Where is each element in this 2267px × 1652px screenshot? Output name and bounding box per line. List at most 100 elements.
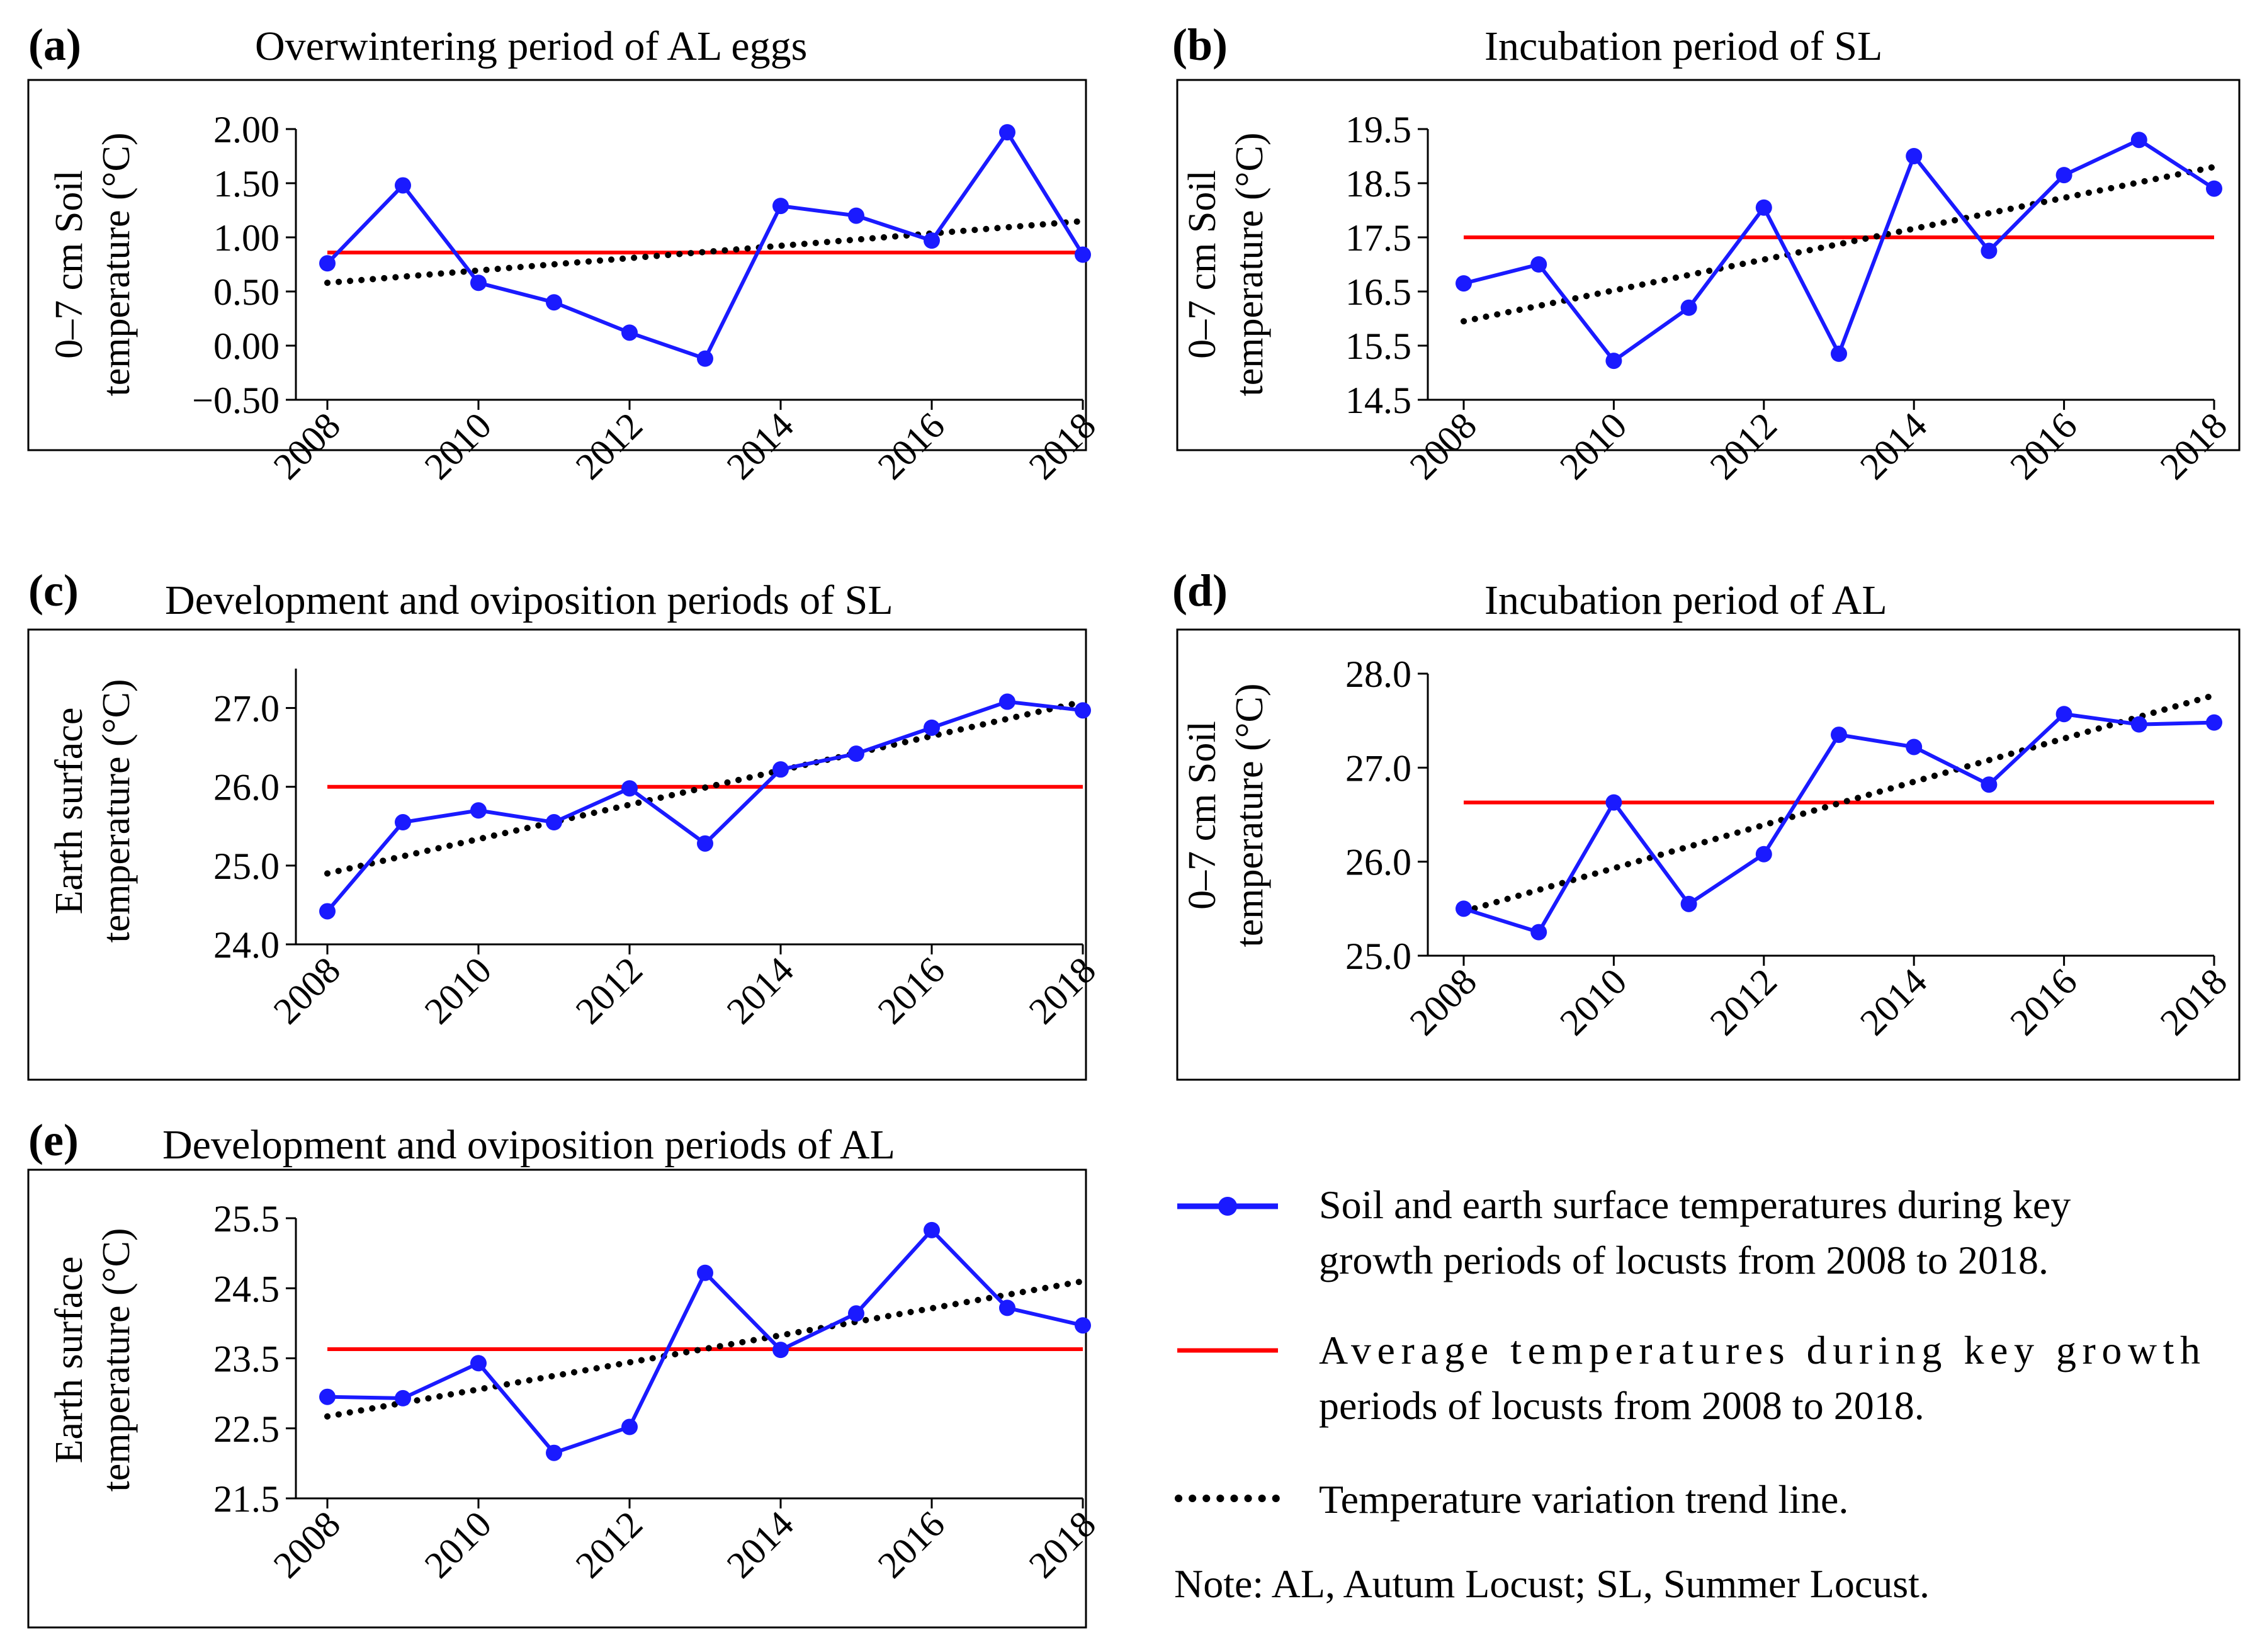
panel-d-xtick-label: 2008 <box>1402 961 1485 1044</box>
panel-c-ylabel-line2: temperature (°C) <box>95 679 138 943</box>
panel-a-xtick-label: 2010 <box>417 405 500 488</box>
panel-c-point-2012 <box>621 780 638 797</box>
panel-c-point-2013 <box>697 835 713 852</box>
panel-c-frame <box>27 628 1087 1081</box>
panel-e-xtick-label: 2012 <box>568 1503 651 1587</box>
panel-d-point-2018 <box>2206 714 2222 731</box>
panel-d-xtick-label: 2010 <box>1552 961 1635 1044</box>
panel-b-point-2015 <box>1981 242 1998 259</box>
panel-d-ytick-label: 26.0 <box>1345 842 1411 883</box>
panel-b-point-2016 <box>2055 167 2072 184</box>
panel-e-xtick-label: 2018 <box>1021 1503 1104 1587</box>
panel-a-xtick-label: 2018 <box>1021 405 1104 488</box>
panel-b-ylabel-line1: 0–7 cm Soil <box>1181 170 1224 359</box>
panel-d-xtick-label: 2016 <box>2002 961 2085 1044</box>
panel-a-point-2010 <box>470 274 487 291</box>
panel-b-point-2017 <box>2130 132 2147 149</box>
panel-b-ytick-label: 16.5 <box>1345 271 1411 313</box>
panel-d-ytick-label: 27.0 <box>1345 747 1411 789</box>
panel-a-ytick-label: −0.50 <box>192 380 280 421</box>
panel-e-trend-line <box>324 1278 1086 1420</box>
panel-d-point-2016 <box>2055 706 2072 723</box>
panel-b-trend-line <box>1461 164 2217 325</box>
panel-c-point-2010 <box>470 802 487 819</box>
panel-e-point-2016 <box>924 1221 940 1238</box>
panel-b-point-2010 <box>1605 353 1622 370</box>
panel-e-letter: (e) <box>28 1115 79 1165</box>
panel-a-ylabel-line1: 0–7 cm Soil <box>48 170 91 359</box>
panel-a-point-2015 <box>848 207 864 224</box>
panel-c-xtick-label: 2018 <box>1021 949 1104 1032</box>
panel-d-point-2012 <box>1755 846 1772 863</box>
panel-b-point-2014 <box>1906 148 1923 164</box>
panel-d-point-2010 <box>1605 794 1622 811</box>
panel-b-ylabel-line2: temperature (°C) <box>1228 133 1271 397</box>
panel-e-point-2012 <box>621 1418 638 1435</box>
panel-e: (e) Development and oviposition periods o… <box>27 1115 1104 1629</box>
panel-b-letter: (b) <box>1172 20 1228 70</box>
panel-e-point-2013 <box>697 1264 713 1281</box>
panel-d-point-2015 <box>1981 776 1998 793</box>
legend-series-label-line1: Soil and earth surface temperatures duri… <box>1319 1182 2071 1227</box>
panel-d-series-line <box>1463 712 2215 934</box>
panel-b-point-2012 <box>1755 199 1772 216</box>
panel-c-xtick-label: 2012 <box>568 949 651 1032</box>
legend-average-label-line1: Average temperatures during key growth <box>1319 1328 2200 1372</box>
panel-a-letter: (a) <box>28 20 81 70</box>
panel-c-point-2018 <box>1075 702 1091 719</box>
panel-a-ytick-label: 1.00 <box>213 217 280 259</box>
panel-b-frame <box>1176 79 2241 451</box>
panel-a-point-2018 <box>1075 246 1091 263</box>
panel-c-ytick-label: 25.0 <box>213 846 280 887</box>
legend-series-marker <box>1218 1197 1237 1216</box>
panel-a-point-2016 <box>924 232 940 249</box>
panel-d-point-2014 <box>1906 738 1923 755</box>
legend-trend-label: Temperature variation trend line. <box>1319 1477 1848 1522</box>
panel-d-point-2011 <box>1680 895 1697 912</box>
panel-a-xtick-label: 2014 <box>719 405 802 488</box>
panel-a-title: Overwintering period of AL eggs <box>255 23 807 69</box>
panel-a-point-2011 <box>546 294 562 311</box>
panel-c: (c) Development and oviposition periods o… <box>27 565 1104 1081</box>
panel-a-point-2017 <box>999 124 1015 141</box>
panel-e-ytick-label: 24.5 <box>213 1268 280 1310</box>
panel-b-ytick-label: 17.5 <box>1345 217 1411 259</box>
panel-b-point-2013 <box>1831 345 1847 362</box>
panel-b-point-2009 <box>1530 256 1547 273</box>
panel-c-xtick-label: 2014 <box>719 949 802 1032</box>
panel-a-series-line <box>325 130 1085 361</box>
panel-e-ylabel-line2: temperature (°C) <box>95 1228 138 1492</box>
panel-b-ytick-label: 18.5 <box>1345 163 1411 205</box>
panel-b-ytick-label: 19.5 <box>1345 109 1411 150</box>
panel-e-xtick-label: 2016 <box>870 1503 953 1587</box>
panel-a-ytick-label: 0.00 <box>213 325 280 367</box>
legend-series-label-line2: growth periods of locusts from 2008 to 2… <box>1319 1238 2049 1282</box>
panel-d-frame <box>1176 628 2241 1081</box>
panel-a-ytick-label: 2.00 <box>213 109 280 150</box>
legend-note: Note: AL, Autum Locust; SL, Summer Locus… <box>1174 1561 1930 1606</box>
panel-c-point-2014 <box>772 761 789 778</box>
panel-c-letter: (c) <box>28 565 79 616</box>
panel-b-series-line <box>1463 138 2215 363</box>
panel-a-ytick-label: 0.50 <box>213 271 280 313</box>
panel-e-title: Development and oviposition periods of A… <box>162 1122 895 1168</box>
panel-e-series-line <box>327 1228 1083 1455</box>
panel-d-title: Incubation period of AL <box>1484 577 1887 623</box>
panel-e-ytick-label: 22.5 <box>213 1408 280 1450</box>
panel-e-point-2008 <box>319 1388 336 1405</box>
panel-e-point-2009 <box>395 1389 411 1406</box>
legend: Soil and earth surface temperatures duri… <box>1174 1182 2200 1606</box>
panel-e-frame <box>27 1168 1087 1629</box>
panel-c-point-2011 <box>546 814 562 831</box>
panel-e-point-2011 <box>546 1444 562 1461</box>
panel-c-ylabel-line1: Earth surface <box>48 708 91 915</box>
legend-average-label-line2: periods of locusts from 2008 to 2018. <box>1319 1383 1925 1428</box>
panel-b-point-2008 <box>1456 275 1472 292</box>
panel-d-xtick-label: 2014 <box>1852 961 1935 1044</box>
panel-a-point-2014 <box>772 198 789 215</box>
panel-d-point-2013 <box>1831 727 1847 744</box>
panel-e-ytick-label: 23.5 <box>213 1338 280 1380</box>
panel-e-ytick-label: 21.5 <box>213 1478 280 1520</box>
panel-a-point-2008 <box>319 255 336 272</box>
